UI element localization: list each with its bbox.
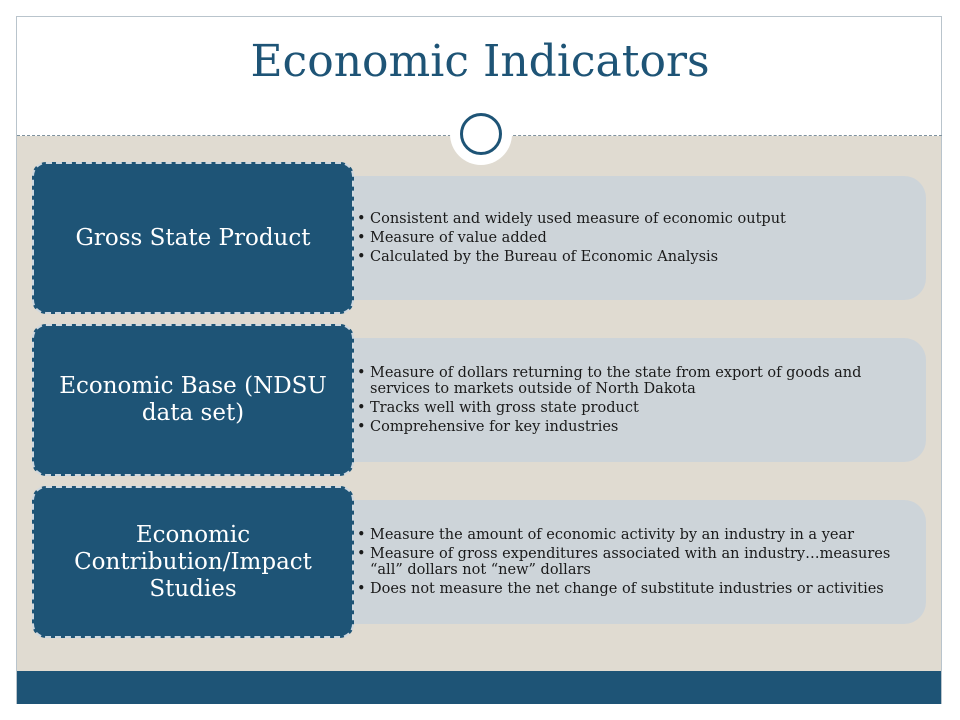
bullet-item: Comprehensive for key industries (356, 419, 912, 435)
bullet-list: Measure the amount of economic activity … (356, 524, 912, 600)
row-heading-label: Gross State Product (75, 224, 311, 251)
circle-ornament-icon (450, 103, 512, 165)
bullet-item: Tracks well with gross state product (356, 400, 912, 416)
bullet-item: Measure of gross expenditures associated… (356, 546, 912, 578)
row-heading-label: Economic Base (NDSU data set) (59, 373, 327, 426)
bullet-item: Calculated by the Bureau of Economic Ana… (356, 249, 912, 265)
row-heading-label: Economic Contribution/Impact Studies (74, 521, 312, 602)
row-heading-gross-state-product: Gross State Product (32, 162, 354, 314)
row-detail-economic-base: Measure of dollars returning to the stat… (320, 338, 926, 462)
bullet-list: Consistent and widely used measure of ec… (356, 208, 912, 268)
bullet-item: Consistent and widely used measure of ec… (356, 211, 912, 227)
bullet-item: Measure the amount of economic activity … (356, 527, 912, 543)
footer-bar (17, 671, 941, 704)
bullet-item: Measure of value added (356, 230, 912, 246)
slide-title: Economic Indicators (250, 36, 710, 87)
bullet-item: Measure of dollars returning to the stat… (356, 365, 912, 397)
row-heading-economic-base: Economic Base (NDSU data set) (32, 324, 354, 476)
row-detail-economic-contribution: Measure the amount of economic activity … (320, 500, 926, 624)
bullet-item: Does not measure the net change of subst… (356, 581, 912, 597)
row-detail-gross-state-product: Consistent and widely used measure of ec… (320, 176, 926, 300)
row-heading-economic-contribution: Economic Contribution/Impact Studies (32, 486, 354, 638)
bullet-list: Measure of dollars returning to the stat… (356, 362, 912, 438)
